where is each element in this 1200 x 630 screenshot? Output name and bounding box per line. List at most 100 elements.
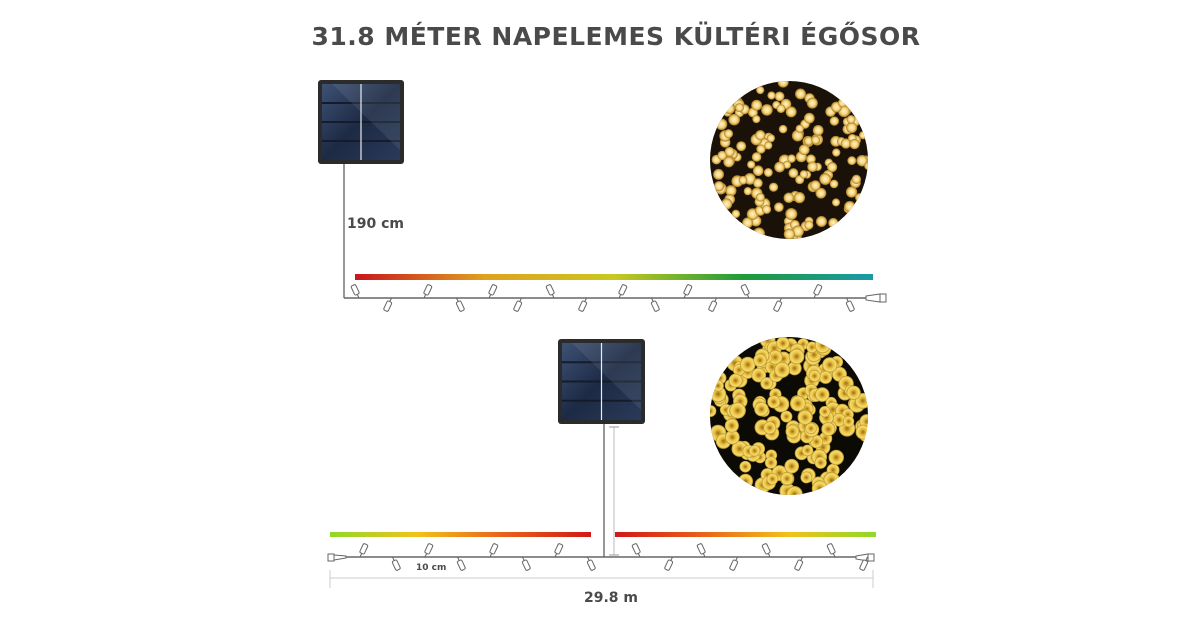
led-light: [821, 422, 836, 437]
led-light: [849, 138, 860, 150]
led-light: [767, 395, 781, 409]
led-bulb-icon: [664, 556, 674, 571]
led-light: [713, 168, 724, 180]
gradient-bar: [355, 274, 873, 280]
led-light: [725, 185, 737, 197]
led-bulb-icon: [618, 284, 628, 299]
led-light: [724, 418, 739, 433]
led-light: [788, 348, 805, 365]
led-light: [805, 422, 817, 435]
led-light: [747, 160, 756, 169]
led-light: [855, 424, 868, 440]
led-bulb-icon: [521, 556, 531, 571]
led-light: [763, 168, 773, 177]
led-light: [767, 91, 776, 100]
led-light: [864, 161, 868, 171]
led-bulb-icon: [424, 543, 434, 558]
led-light: [840, 138, 852, 149]
led-bulb-icon: [794, 556, 804, 571]
led-light: [715, 118, 728, 131]
led-light: [748, 445, 761, 457]
led-light: [753, 178, 763, 188]
led-light: [755, 192, 765, 202]
led-light: [786, 486, 803, 495]
led-bulb-icon: [359, 543, 369, 558]
led-light: [777, 81, 789, 88]
bulb-row: [359, 543, 869, 571]
gradient-bar-right: [615, 532, 876, 537]
led-bulb-icon: [350, 284, 360, 299]
led-bulb-icon: [489, 543, 499, 558]
led-bulb-icon: [513, 297, 523, 312]
top-diagram: [318, 80, 887, 312]
led-light: [798, 144, 810, 156]
led-light: [712, 380, 724, 392]
led-bulb-icon: [826, 543, 836, 558]
led-light: [851, 174, 862, 184]
bulb-row: [350, 284, 855, 312]
cable-connector-icon: [855, 553, 875, 562]
led-light: [763, 421, 777, 435]
led-light: [739, 356, 756, 373]
led-light: [774, 361, 791, 378]
led-bulb-icon: [456, 556, 466, 571]
led-bulb-icon: [740, 284, 750, 299]
led-light: [774, 161, 785, 173]
led-light: [766, 473, 779, 485]
led-light: [847, 156, 857, 166]
led-light: [713, 181, 725, 192]
led-light: [728, 113, 740, 126]
led-light: [724, 429, 740, 445]
led-light: [761, 204, 772, 214]
led-bulb-icon: [729, 556, 739, 571]
led-light: [790, 395, 806, 412]
led-light: [785, 106, 797, 118]
led-light: [812, 124, 824, 136]
led-light: [785, 424, 800, 439]
led-light: [815, 215, 827, 227]
led-light: [793, 192, 806, 204]
led-light: [832, 148, 841, 157]
led-light: [797, 409, 813, 425]
led-light: [819, 173, 832, 185]
led-light: [828, 217, 839, 228]
led-light: [846, 115, 856, 124]
led-light: [776, 337, 790, 351]
led-light: [845, 186, 858, 198]
led-light: [738, 473, 754, 489]
led-light: [731, 209, 741, 219]
led-light: [784, 458, 800, 474]
led-light: [806, 97, 818, 109]
led-bulb-icon: [383, 297, 393, 312]
led-light: [734, 103, 744, 113]
led-light: [814, 456, 827, 469]
led-light: [780, 472, 794, 486]
led-light: [859, 131, 868, 140]
led-light: [814, 337, 831, 354]
led-light: [723, 156, 735, 168]
solar-panel-icon: [558, 339, 645, 424]
led-light: [717, 150, 727, 161]
led-light: [787, 154, 796, 163]
led-bulb-icon: [845, 297, 855, 312]
led-light: [778, 124, 788, 134]
led-light: [795, 124, 804, 133]
led-light: [837, 98, 848, 108]
led-light: [846, 385, 861, 400]
led-bulb-icon: [545, 284, 555, 299]
led-light: [788, 168, 799, 179]
bulb-spacing-label: 10 cm: [416, 563, 447, 573]
led-light: [801, 444, 814, 457]
led-bulb-icon: [708, 297, 718, 312]
led-bulb-icon: [586, 556, 596, 571]
led-light: [811, 135, 821, 145]
led-light: [751, 99, 763, 111]
led-light: [723, 129, 734, 139]
led-light: [795, 88, 806, 100]
led-bulb-icon: [650, 297, 660, 312]
total-length-label: 29.8 m: [584, 590, 639, 606]
led-light: [739, 460, 752, 473]
led-light: [780, 410, 793, 423]
led-light: [752, 227, 765, 239]
